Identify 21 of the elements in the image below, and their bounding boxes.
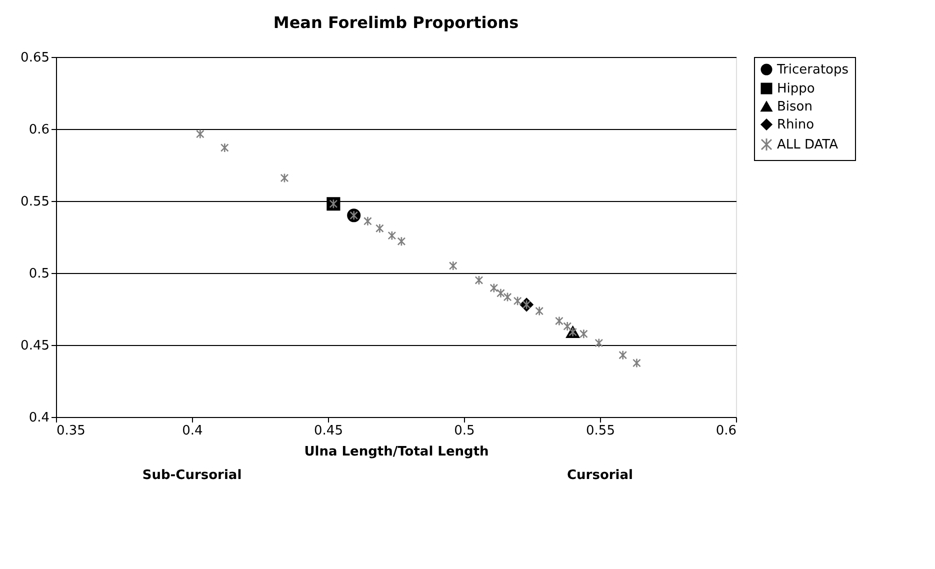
- legend-label: Triceratops: [776, 62, 849, 78]
- y-tick-label: 0.5: [28, 266, 50, 282]
- x-tick-label: 0.4: [182, 424, 203, 438]
- y-tick-label: 0.45: [20, 338, 50, 354]
- x-axis-title: Ulna Length/Total Length: [304, 444, 489, 460]
- x-tick-label: 0.45: [314, 424, 343, 438]
- x-tick-label: 0.6: [716, 424, 736, 438]
- y-tick-label: 0.4: [28, 410, 50, 426]
- chart-title: Mean Forelimb Proportions: [273, 13, 519, 32]
- text: Sub-Cursorial: [142, 468, 242, 483]
- legend-label: Bison: [777, 100, 812, 114]
- x-tick-label: 0.35: [56, 424, 86, 438]
- legend-label: Rhino: [777, 118, 814, 132]
- x-tick-label: 0.55: [586, 424, 615, 438]
- y-tick-label: 0.6: [28, 122, 50, 138]
- legend-label: Hippo: [777, 82, 815, 96]
- y-tick-label: 0.55: [20, 194, 50, 210]
- x-tick-label: 0.5: [454, 424, 475, 438]
- text: Cursorial: [567, 468, 633, 483]
- legend-label: ALL DATA: [777, 138, 838, 152]
- y-tick-label: 0.65: [20, 50, 50, 66]
